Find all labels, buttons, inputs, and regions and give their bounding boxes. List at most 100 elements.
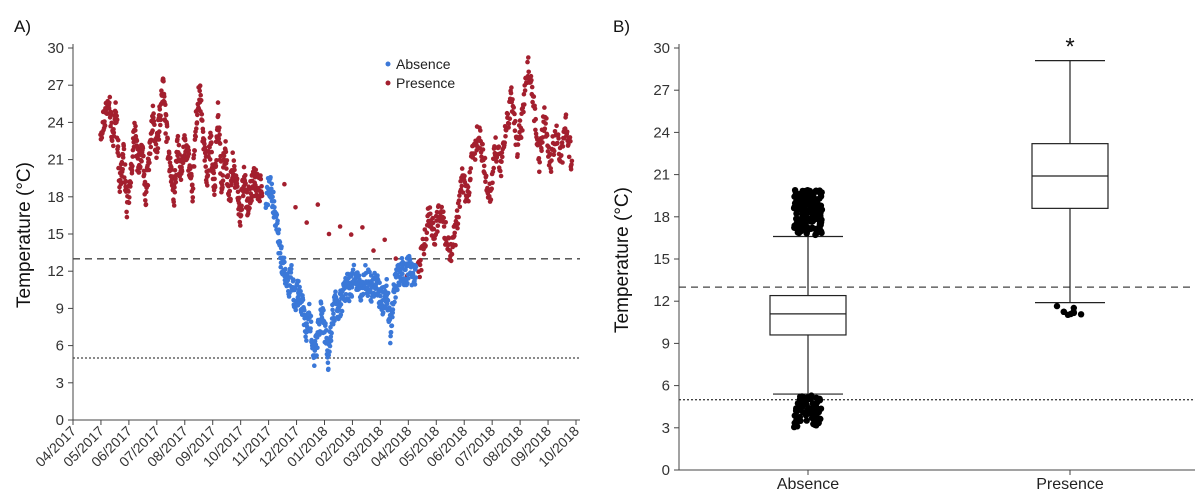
data-point-presence	[108, 109, 114, 115]
data-point-presence	[542, 105, 547, 110]
data-point-presence	[168, 155, 173, 161]
panel-b-y-axis-label: Temperature (°C)	[612, 187, 633, 333]
data-point-presence	[243, 181, 248, 186]
data-point-presence	[513, 118, 518, 124]
data-point-absence	[369, 299, 374, 304]
data-point-presence	[427, 205, 433, 210]
data-point-absence	[327, 343, 333, 349]
data-point-absence	[265, 202, 271, 208]
y-tick-label: 15	[653, 251, 670, 268]
data-point-absence	[338, 312, 344, 318]
data-point-presence	[197, 83, 203, 88]
data-point-presence	[102, 119, 107, 124]
data-point-absence	[270, 194, 275, 200]
data-point-absence	[384, 283, 389, 289]
data-point-absence	[327, 349, 332, 355]
data-point-presence	[117, 189, 123, 195]
data-point-presence	[163, 102, 168, 107]
data-point-presence	[141, 153, 146, 159]
data-point-presence	[220, 173, 225, 178]
data-point-presence	[326, 231, 332, 237]
panel-b-y-axis: 0 3 6 9 12 15 18 21 24 27 30	[653, 40, 1195, 479]
data-point-presence	[543, 121, 548, 126]
data-point-presence	[138, 164, 143, 170]
data-point-presence	[207, 157, 213, 162]
data-point-presence	[533, 127, 538, 133]
data-point-absence	[385, 290, 391, 296]
data-point-presence	[529, 84, 535, 90]
data-point-presence	[148, 144, 154, 150]
data-point-presence	[126, 189, 131, 194]
data-point-presence	[212, 192, 217, 198]
data-point-presence	[239, 203, 244, 209]
data-point-presence	[417, 262, 423, 268]
data-point-absence	[392, 299, 397, 305]
data-point-presence	[499, 150, 505, 155]
data-point-presence	[235, 189, 241, 195]
data-point-presence	[472, 157, 478, 162]
data-point-presence	[227, 188, 233, 194]
outlier-point-low	[1070, 304, 1078, 312]
data-point-presence	[136, 170, 142, 175]
data-point-presence	[434, 209, 440, 215]
data-point-absence	[268, 175, 273, 180]
data-point-absence	[325, 360, 331, 366]
data-point-presence	[505, 111, 511, 117]
data-point-presence	[140, 145, 146, 151]
data-point-presence	[158, 113, 163, 119]
data-point-presence	[249, 198, 254, 203]
y-tick-label: 18	[653, 209, 670, 226]
data-point-absence	[323, 321, 328, 326]
outlier-point-high	[803, 189, 811, 196]
y-tick-label: 27	[653, 82, 670, 99]
data-point-presence	[551, 152, 557, 157]
data-point-presence	[237, 195, 242, 201]
data-point-presence	[435, 223, 441, 228]
data-point-presence	[449, 251, 455, 257]
data-point-presence	[190, 182, 195, 188]
outlier-point-low	[797, 417, 804, 424]
data-point-presence	[191, 152, 197, 158]
data-point-presence	[243, 173, 248, 178]
data-point-presence	[490, 169, 496, 175]
outlier-point-high	[815, 227, 822, 234]
data-point-presence	[209, 149, 214, 155]
data-point-presence	[529, 78, 534, 83]
legend-presence-marker	[385, 80, 391, 86]
data-point-absence	[288, 266, 294, 272]
outlier-point-high	[801, 204, 808, 211]
outlier-point-low	[1060, 308, 1068, 315]
data-point-presence	[166, 151, 172, 156]
data-point-presence	[447, 248, 453, 253]
data-point-absence	[308, 319, 314, 325]
y-tick-label: 21	[653, 167, 670, 184]
data-point-absence	[296, 279, 301, 284]
data-point-presence	[247, 205, 252, 211]
data-point-presence	[229, 179, 234, 185]
data-point-absence	[286, 294, 292, 299]
data-point-presence	[428, 211, 433, 217]
data-point-presence	[157, 107, 163, 112]
data-point-presence	[258, 176, 264, 182]
data-point-presence	[348, 232, 354, 237]
data-point-presence	[459, 166, 465, 171]
data-point-presence	[141, 172, 147, 177]
data-point-absence	[303, 334, 308, 340]
data-point-presence	[153, 141, 159, 147]
data-point-presence	[191, 164, 197, 169]
outlier-point-high	[803, 230, 810, 237]
outlier-point-low	[793, 405, 800, 412]
data-point-presence	[533, 131, 539, 136]
data-point-presence	[216, 113, 221, 118]
data-point-presence	[107, 100, 112, 106]
data-point-presence	[198, 92, 203, 98]
outlier-point-low	[811, 421, 819, 428]
data-point-presence	[315, 202, 321, 207]
data-point-absence	[343, 292, 349, 297]
data-point-absence	[282, 259, 287, 265]
data-point-presence	[441, 215, 447, 221]
data-point-absence	[330, 321, 336, 327]
data-point-presence	[526, 55, 531, 60]
data-point-presence	[231, 158, 237, 163]
data-point-presence	[115, 137, 121, 143]
